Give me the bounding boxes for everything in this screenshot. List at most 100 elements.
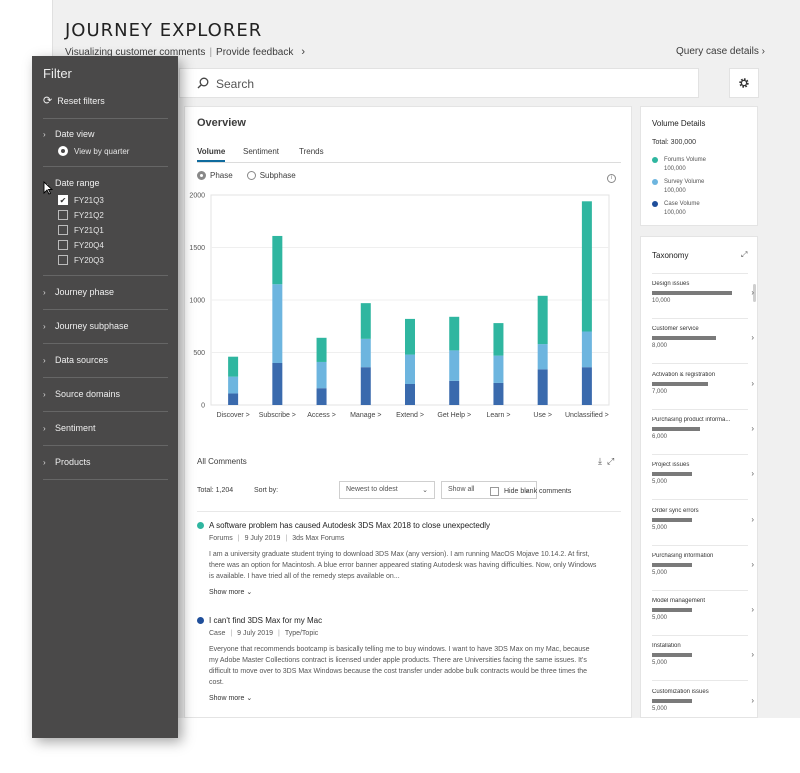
checkbox[interactable] <box>58 240 68 250</box>
tab-trends[interactable]: Trends <box>299 147 324 156</box>
date-option-fy21q3[interactable]: ✔ FY21Q3 <box>58 195 104 205</box>
taxonomy-item-label: Order sync errors <box>652 507 699 514</box>
bar-segment[interactable] <box>360 367 371 405</box>
search-input[interactable] <box>216 73 676 95</box>
x-tick-label[interactable]: Access > <box>307 412 336 419</box>
bar-segment[interactable] <box>493 355 504 383</box>
show-more-button[interactable]: Show more ⌄ <box>209 588 597 596</box>
x-tick-label[interactable]: Learn > <box>486 412 510 419</box>
filter-section-sentiment[interactable]: › Sentiment <box>43 423 96 433</box>
source-dot <box>197 522 204 529</box>
x-tick-label[interactable]: Unclassified > <box>565 412 609 419</box>
bar-segment[interactable] <box>581 201 592 332</box>
bar-segment[interactable] <box>228 376 239 394</box>
expand-icon[interactable]: ⤢ <box>606 456 615 466</box>
settings-button[interactable] <box>729 68 759 98</box>
date-range-section[interactable]: ⌄ Date range <box>43 178 100 188</box>
bar-segment[interactable] <box>537 295 548 345</box>
bar-segment[interactable] <box>537 344 548 370</box>
x-tick-label[interactable]: Manage > <box>350 412 381 419</box>
bar-segment[interactable] <box>228 393 239 405</box>
checkbox[interactable] <box>58 225 68 235</box>
hide-blank-checkbox[interactable] <box>490 487 499 496</box>
provide-feedback-link[interactable]: Provide feedback <box>216 47 294 58</box>
taxonomy-item[interactable]: Order sync errors 5,000 › <box>652 507 754 531</box>
checkbox[interactable] <box>58 255 68 265</box>
section-label: Journey subphase <box>55 321 129 331</box>
bar-segment[interactable] <box>360 338 371 368</box>
bar-segment[interactable] <box>493 323 504 356</box>
taxonomy-item[interactable]: Installation 5,000 › <box>652 643 754 666</box>
filter-section-source-domains[interactable]: › Source domains <box>43 389 120 399</box>
taxonomy-item[interactable]: Customization issues 5,000 › <box>652 689 754 712</box>
bar-segment[interactable] <box>316 361 327 389</box>
bar-segment[interactable] <box>405 354 415 384</box>
show-select[interactable]: Show all ⌄ <box>441 481 537 499</box>
bar-segment[interactable] <box>581 331 592 368</box>
date-view-section[interactable]: › Date view <box>43 129 95 139</box>
taxonomy-item-label: Purchasing information <box>652 552 714 559</box>
taxonomy-item[interactable]: Activation & registration 7,000 › <box>652 372 754 395</box>
bar-segment[interactable] <box>581 367 592 405</box>
chevron-right-icon: › <box>751 514 754 524</box>
view-by-quarter-option[interactable]: View by quarter <box>58 146 129 156</box>
filter-section-data-sources[interactable]: › Data sources <box>43 355 108 365</box>
bar-segment[interactable] <box>316 388 327 405</box>
reset-filters-button[interactable]: ⟳ Reset filters <box>43 94 105 107</box>
expand-icon[interactable]: ⤢ <box>741 250 748 259</box>
filter-section-journey-subphase[interactable]: › Journey subphase <box>43 321 129 331</box>
bar-segment[interactable] <box>405 384 415 405</box>
info-icon[interactable]: i <box>607 174 616 183</box>
tab-volume[interactable]: Volume <box>197 147 226 162</box>
date-option-fy20q4[interactable]: FY20Q4 <box>58 240 104 250</box>
bar-segment[interactable] <box>272 284 283 363</box>
bar-segment[interactable] <box>228 356 239 377</box>
quarter-radio[interactable] <box>58 146 68 156</box>
x-tick-label[interactable]: Extend > <box>396 412 424 419</box>
gear-icon <box>739 78 749 88</box>
bar-segment[interactable] <box>405 318 415 355</box>
bar-segment[interactable] <box>493 382 504 405</box>
tab-sentiment[interactable]: Sentiment <box>243 147 280 156</box>
date-option-fy21q2[interactable]: FY21Q2 <box>58 210 104 220</box>
date-option-fy21q1[interactable]: FY21Q1 <box>58 225 104 235</box>
taxonomy-item[interactable]: Design issues 10,000 › <box>652 281 754 304</box>
comment-body: I am a university graduate student tryin… <box>209 551 597 580</box>
checkbox-checked[interactable]: ✔ <box>58 195 68 205</box>
query-case-details-link[interactable]: Query case details › <box>676 46 765 57</box>
filter-section-journey-phase[interactable]: › Journey phase <box>43 287 114 297</box>
hide-blank-toggle[interactable]: Hide blank comments <box>490 487 571 496</box>
bar-segment[interactable] <box>449 316 460 351</box>
taxonomy-item[interactable]: Model management 5,000 › <box>652 598 754 621</box>
divider <box>652 318 748 319</box>
phase-radio[interactable] <box>197 171 206 180</box>
legend-dot <box>652 157 658 163</box>
bar-segment[interactable] <box>537 369 548 405</box>
x-tick-label[interactable]: Get Help > <box>437 412 471 419</box>
x-tick-label[interactable]: Subscribe > <box>259 412 296 419</box>
comment-title[interactable]: I can't find 3DS Max for my Mac <box>209 616 323 625</box>
download-icon[interactable]: ⤓ <box>598 456 602 466</box>
bar-segment[interactable] <box>272 363 283 405</box>
x-tick-label[interactable]: Discover > <box>216 412 249 419</box>
grouping-radios: Phase Subphase <box>197 171 296 180</box>
taxonomy-item[interactable]: Project issues 5,000 › <box>652 462 754 485</box>
bar-segment[interactable] <box>449 350 460 381</box>
filter-section-products[interactable]: › Products <box>43 457 91 467</box>
show-more-button[interactable]: Show more ⌄ <box>209 694 597 702</box>
date-option-fy20q3[interactable]: FY20Q3 <box>58 255 104 265</box>
sort-select[interactable]: Newest to oldest ⌄ <box>339 481 435 499</box>
taxonomy-item[interactable]: Purchasing information 5,000 › <box>652 552 754 576</box>
bar-segment[interactable] <box>272 235 283 285</box>
bar-segment[interactable] <box>449 380 460 405</box>
taxonomy-item[interactable]: Purchasing product informa... 6,000 › <box>652 417 754 440</box>
bar-segment[interactable] <box>316 337 327 362</box>
bar-segment[interactable] <box>360 303 371 339</box>
checkbox[interactable] <box>58 210 68 220</box>
x-tick-label[interactable]: Use > <box>533 412 551 419</box>
taxonomy-scrollbar[interactable] <box>753 284 756 302</box>
taxonomy-item-bar <box>652 608 692 613</box>
taxonomy-item[interactable]: Customer service 8,000 › <box>652 326 754 349</box>
subphase-radio[interactable] <box>246 171 256 180</box>
comment-title[interactable]: A software problem has caused Autodesk 3… <box>209 521 491 530</box>
